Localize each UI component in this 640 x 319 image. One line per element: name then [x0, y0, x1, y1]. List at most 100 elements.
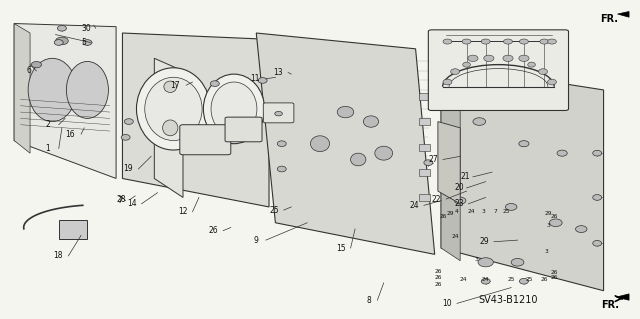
FancyBboxPatch shape — [263, 103, 294, 123]
Text: 26: 26 — [209, 226, 218, 235]
Ellipse shape — [56, 37, 68, 45]
Ellipse shape — [204, 74, 264, 144]
Polygon shape — [154, 58, 183, 197]
Ellipse shape — [557, 150, 567, 156]
Ellipse shape — [67, 62, 108, 118]
Ellipse shape — [164, 81, 177, 93]
Polygon shape — [14, 24, 30, 153]
Ellipse shape — [593, 150, 602, 156]
Ellipse shape — [451, 69, 460, 74]
FancyBboxPatch shape — [225, 117, 262, 142]
Ellipse shape — [375, 146, 393, 160]
Text: 24: 24 — [451, 234, 459, 240]
Ellipse shape — [539, 69, 547, 74]
Text: 28: 28 — [116, 195, 126, 204]
Ellipse shape — [520, 39, 529, 44]
Text: 8: 8 — [367, 296, 371, 305]
Text: 29: 29 — [446, 211, 454, 216]
Ellipse shape — [593, 241, 602, 246]
Ellipse shape — [58, 26, 67, 31]
FancyBboxPatch shape — [59, 219, 88, 239]
Ellipse shape — [481, 39, 490, 44]
Polygon shape — [441, 65, 460, 261]
Text: 25: 25 — [269, 206, 279, 215]
Text: 12: 12 — [179, 207, 188, 216]
Ellipse shape — [28, 58, 77, 122]
FancyBboxPatch shape — [419, 194, 430, 201]
Ellipse shape — [424, 160, 433, 166]
Ellipse shape — [484, 55, 494, 62]
Ellipse shape — [540, 39, 548, 44]
Text: 25: 25 — [525, 277, 532, 282]
Polygon shape — [256, 33, 435, 254]
Text: 29: 29 — [545, 211, 552, 216]
Ellipse shape — [136, 68, 211, 150]
Text: 24: 24 — [410, 201, 419, 210]
Ellipse shape — [454, 197, 466, 204]
FancyBboxPatch shape — [419, 118, 430, 125]
Ellipse shape — [575, 226, 587, 233]
Polygon shape — [14, 24, 116, 178]
Text: 10: 10 — [443, 299, 452, 308]
Ellipse shape — [211, 82, 257, 136]
Ellipse shape — [443, 79, 452, 85]
Text: 22: 22 — [432, 195, 442, 204]
Ellipse shape — [275, 111, 282, 116]
Ellipse shape — [364, 116, 379, 127]
Text: 9: 9 — [254, 236, 259, 245]
Ellipse shape — [277, 166, 286, 172]
Text: 13: 13 — [273, 68, 283, 77]
Ellipse shape — [473, 118, 486, 125]
Text: 3: 3 — [474, 256, 478, 262]
Text: 26: 26 — [435, 269, 442, 274]
Ellipse shape — [519, 55, 529, 62]
Ellipse shape — [549, 219, 562, 226]
Ellipse shape — [511, 258, 524, 266]
Text: 26: 26 — [551, 270, 558, 275]
Text: 23: 23 — [454, 199, 464, 208]
Text: 29: 29 — [479, 237, 489, 246]
Text: 21: 21 — [461, 172, 470, 182]
Text: 20: 20 — [454, 183, 464, 192]
Text: 26: 26 — [551, 275, 558, 280]
Ellipse shape — [449, 141, 459, 147]
Polygon shape — [122, 33, 269, 207]
Ellipse shape — [506, 204, 517, 210]
Ellipse shape — [504, 39, 513, 44]
Ellipse shape — [547, 39, 556, 44]
Text: 26: 26 — [435, 275, 442, 280]
Ellipse shape — [337, 106, 354, 118]
Text: 24: 24 — [482, 277, 490, 282]
Ellipse shape — [83, 40, 92, 45]
Text: 25: 25 — [503, 209, 511, 214]
Ellipse shape — [519, 141, 529, 147]
Text: 15: 15 — [336, 243, 346, 253]
Text: 14: 14 — [127, 199, 137, 208]
Text: 30: 30 — [81, 24, 91, 33]
Text: 3: 3 — [547, 223, 550, 228]
FancyBboxPatch shape — [428, 30, 568, 110]
Ellipse shape — [547, 79, 556, 85]
Text: 18: 18 — [52, 251, 62, 260]
Ellipse shape — [462, 39, 471, 44]
Ellipse shape — [310, 136, 330, 152]
Polygon shape — [618, 11, 629, 17]
Text: 25: 25 — [508, 277, 515, 282]
Text: 19: 19 — [123, 165, 132, 174]
Ellipse shape — [351, 153, 366, 166]
Ellipse shape — [528, 62, 536, 67]
Ellipse shape — [503, 55, 513, 62]
Text: 7: 7 — [493, 209, 497, 214]
Ellipse shape — [145, 77, 202, 141]
Ellipse shape — [478, 258, 493, 267]
Text: 17: 17 — [170, 81, 180, 90]
Text: 7: 7 — [117, 196, 122, 205]
Text: 3: 3 — [481, 209, 485, 214]
Text: 26: 26 — [551, 214, 558, 219]
Ellipse shape — [468, 55, 478, 62]
Ellipse shape — [520, 278, 529, 284]
Text: 6: 6 — [27, 66, 32, 76]
Text: 3: 3 — [545, 249, 548, 254]
Ellipse shape — [481, 278, 490, 284]
Ellipse shape — [124, 119, 133, 124]
